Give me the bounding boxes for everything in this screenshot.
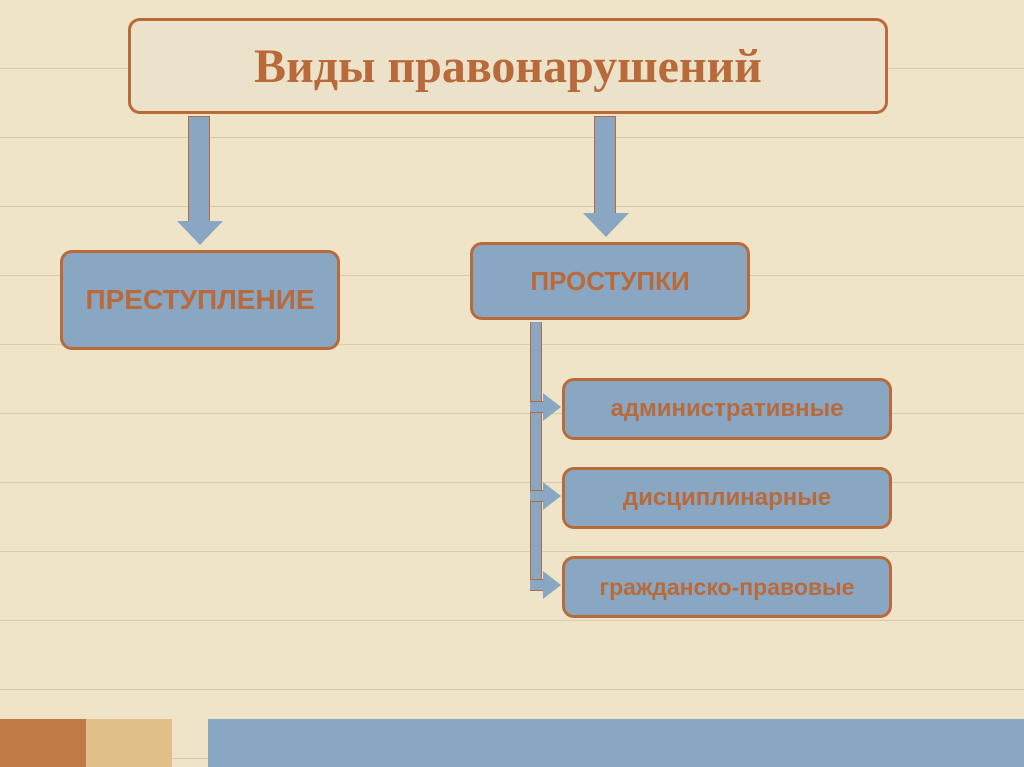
arrow-right-2	[543, 482, 561, 510]
node-child-1: административные	[562, 378, 892, 440]
footer-orange	[0, 719, 86, 767]
connector-h-1	[530, 401, 544, 413]
title-box: Виды правонарушений	[128, 18, 888, 114]
node-misdemeanor: ПРОСТУПКИ	[470, 242, 750, 320]
node-child-3: гражданско-правовые	[562, 556, 892, 618]
node-child-2: дисциплинарные	[562, 467, 892, 529]
node-crime: ПРЕСТУПЛЕНИЕ	[60, 250, 340, 350]
arrow-right-1	[543, 393, 561, 421]
connector-vertical	[530, 322, 542, 584]
node-child-3-label: гражданско-правовые	[600, 574, 855, 600]
node-child-1-label: административные	[610, 395, 843, 423]
footer-gap	[172, 719, 208, 767]
connector-h-2	[530, 490, 544, 502]
node-child-2-label: дисциплинарные	[623, 484, 831, 512]
footer-blue	[208, 719, 1024, 767]
footer-bar	[0, 719, 1024, 767]
title-text: Виды правонарушений	[254, 39, 762, 94]
node-misdemeanor-label: ПРОСТУПКИ	[530, 266, 689, 297]
arrow-to-right	[594, 116, 616, 216]
arrow-right-3	[543, 571, 561, 599]
footer-gold	[86, 719, 172, 767]
node-crime-label: ПРЕСТУПЛЕНИЕ	[86, 283, 315, 317]
arrow-to-left	[188, 116, 210, 224]
connector-h-3	[530, 579, 544, 591]
